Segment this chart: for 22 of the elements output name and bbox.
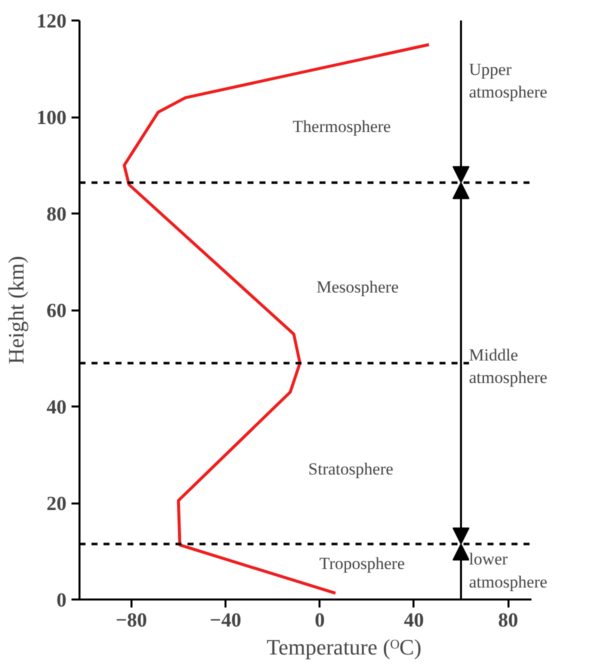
annotation: Upper atmosphere bbox=[468, 60, 548, 102]
y-tick-label: 120 bbox=[36, 10, 66, 32]
y-tick-label: 40 bbox=[46, 396, 66, 418]
y-tick-label: 60 bbox=[46, 300, 66, 322]
annotation: Thermosphere bbox=[292, 116, 391, 136]
x-axis-title: Temperature (ᴼC) bbox=[266, 634, 422, 660]
x-tick-label: −40 bbox=[210, 610, 242, 632]
y-tick-label: 20 bbox=[46, 493, 66, 515]
annotation: Stratosphere bbox=[308, 460, 394, 479]
annotation: Middle atmosphere bbox=[468, 345, 548, 388]
annotation: Troposphere bbox=[319, 554, 405, 573]
annotation: lower atmosphere bbox=[468, 550, 548, 592]
x-tick-label: 80 bbox=[498, 610, 518, 632]
line-series bbox=[122, 43, 430, 595]
x-tick-label: 40 bbox=[404, 610, 424, 632]
y-tick-label: 80 bbox=[46, 204, 66, 226]
annotation: Mesosphere bbox=[316, 277, 399, 296]
x-tick-label: 0 bbox=[314, 610, 325, 632]
x-tick-label: −80 bbox=[116, 610, 148, 632]
y-tick-label: 100 bbox=[36, 107, 66, 129]
y-axis-title: Height (km) bbox=[4, 256, 28, 364]
y-tick-label: 0 bbox=[56, 590, 66, 612]
